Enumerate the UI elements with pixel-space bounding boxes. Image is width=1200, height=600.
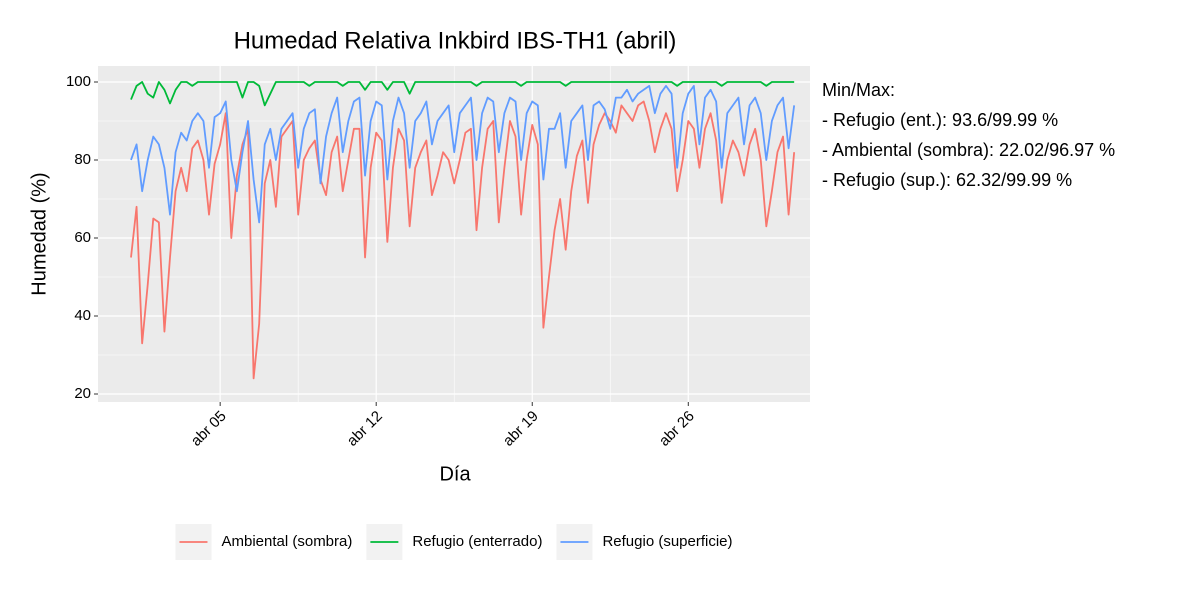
legend-label: Refugio (enterrado) [412, 533, 542, 550]
y-tick-label: 100 [66, 73, 91, 90]
legend: Ambiental (sombra) Refugio (enterrado) Ref… [175, 524, 733, 560]
data-line [130, 84, 796, 224]
y-tick-label: 40 [74, 307, 91, 324]
legend-label: Refugio (superficie) [602, 533, 732, 550]
annotation-line: - Refugio (ent.): 93.6/99.99 % [822, 110, 1058, 130]
y-tick-label: 20 [74, 385, 91, 402]
data-line [130, 100, 796, 380]
x-axis-label: Día [439, 463, 471, 485]
y-tick-label: 60 [74, 229, 91, 246]
annotation-line: - Refugio (sup.): 62.32/99.99 % [822, 170, 1072, 190]
legend-label: Ambiental (sombra) [221, 533, 352, 550]
annotation-line: - Ambiental (sombra): 22.02/96.97 % [822, 140, 1115, 160]
annotation-title: Min/Max: [822, 80, 895, 100]
data-line [130, 81, 795, 107]
chart-title: Humedad Relativa Inkbird IBS-TH1 (abril) [234, 27, 677, 54]
y-axis-label: Humedad (%) [28, 172, 50, 295]
y-tick-label: 80 [74, 151, 91, 168]
